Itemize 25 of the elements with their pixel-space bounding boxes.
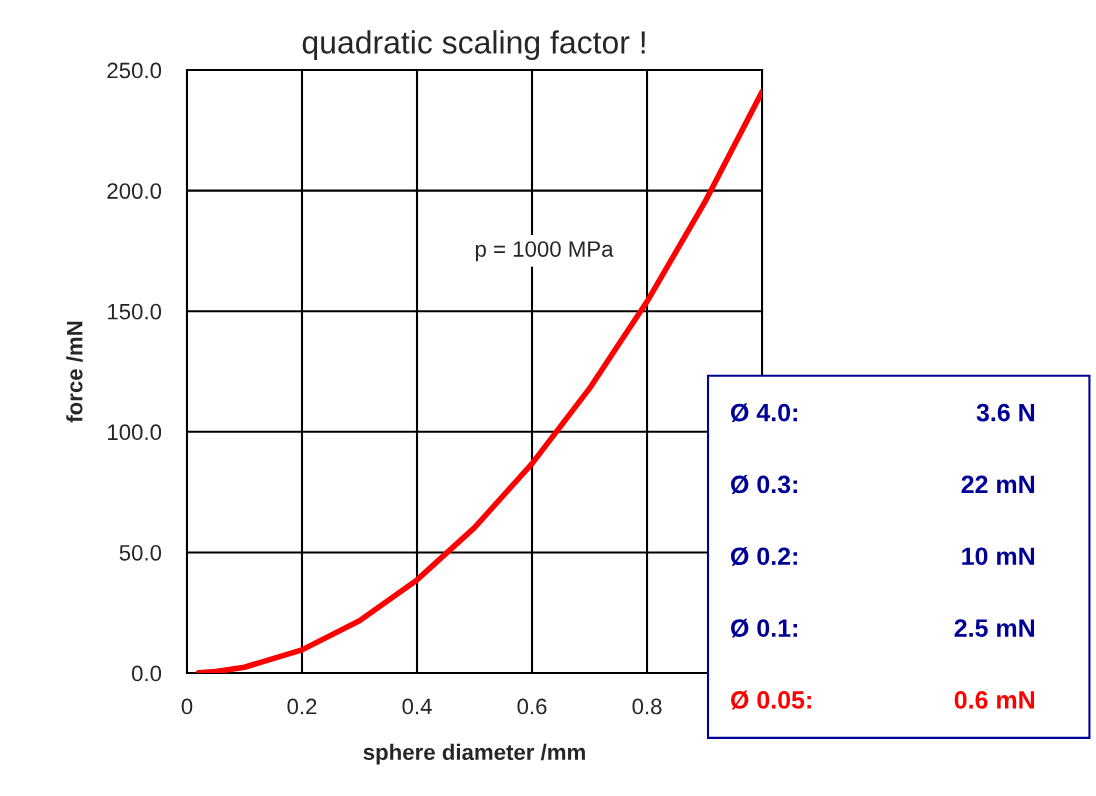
text: 22 mN xyxy=(961,475,1035,494)
annotation: Ø 0.2: xyxy=(730,546,797,566)
x-tick-label: 0.2 xyxy=(287,698,317,715)
x-axis-title: sphere diameter /mm xyxy=(363,743,585,765)
y-tick-label: 200.0 xyxy=(107,183,162,199)
annotation: Ø 4.0: xyxy=(730,403,797,423)
y-tick-label: 150.0 xyxy=(108,303,162,320)
text: 3.6 N xyxy=(976,403,1035,422)
text: 0.6 mN xyxy=(954,691,1035,709)
y-axis-title: force /mN xyxy=(66,321,83,423)
text: 2.5 mN xyxy=(954,619,1035,637)
annotation: Ø 0.1: xyxy=(730,618,797,638)
text: 10 mN xyxy=(962,547,1035,566)
x-tick-label: 0.4 xyxy=(402,698,432,715)
x-tick-label: 0.6 xyxy=(517,698,547,715)
annotation: Ø 0.3: xyxy=(730,475,797,494)
y-tick-label: 250.0 xyxy=(107,62,162,79)
text: Ø 0.05: xyxy=(730,690,811,710)
x-tick-label: 0.8 xyxy=(632,698,662,715)
annotation: p = 1000 MPa xyxy=(475,241,614,262)
x-tick-label: 0 xyxy=(181,698,193,715)
y-tick-label: 100.0 xyxy=(108,424,162,441)
y-tick-label: 50.0 xyxy=(119,544,162,561)
y-tick-label: 0.0 xyxy=(131,665,162,682)
chart-title: quadratic scaling factor ! xyxy=(302,30,645,61)
